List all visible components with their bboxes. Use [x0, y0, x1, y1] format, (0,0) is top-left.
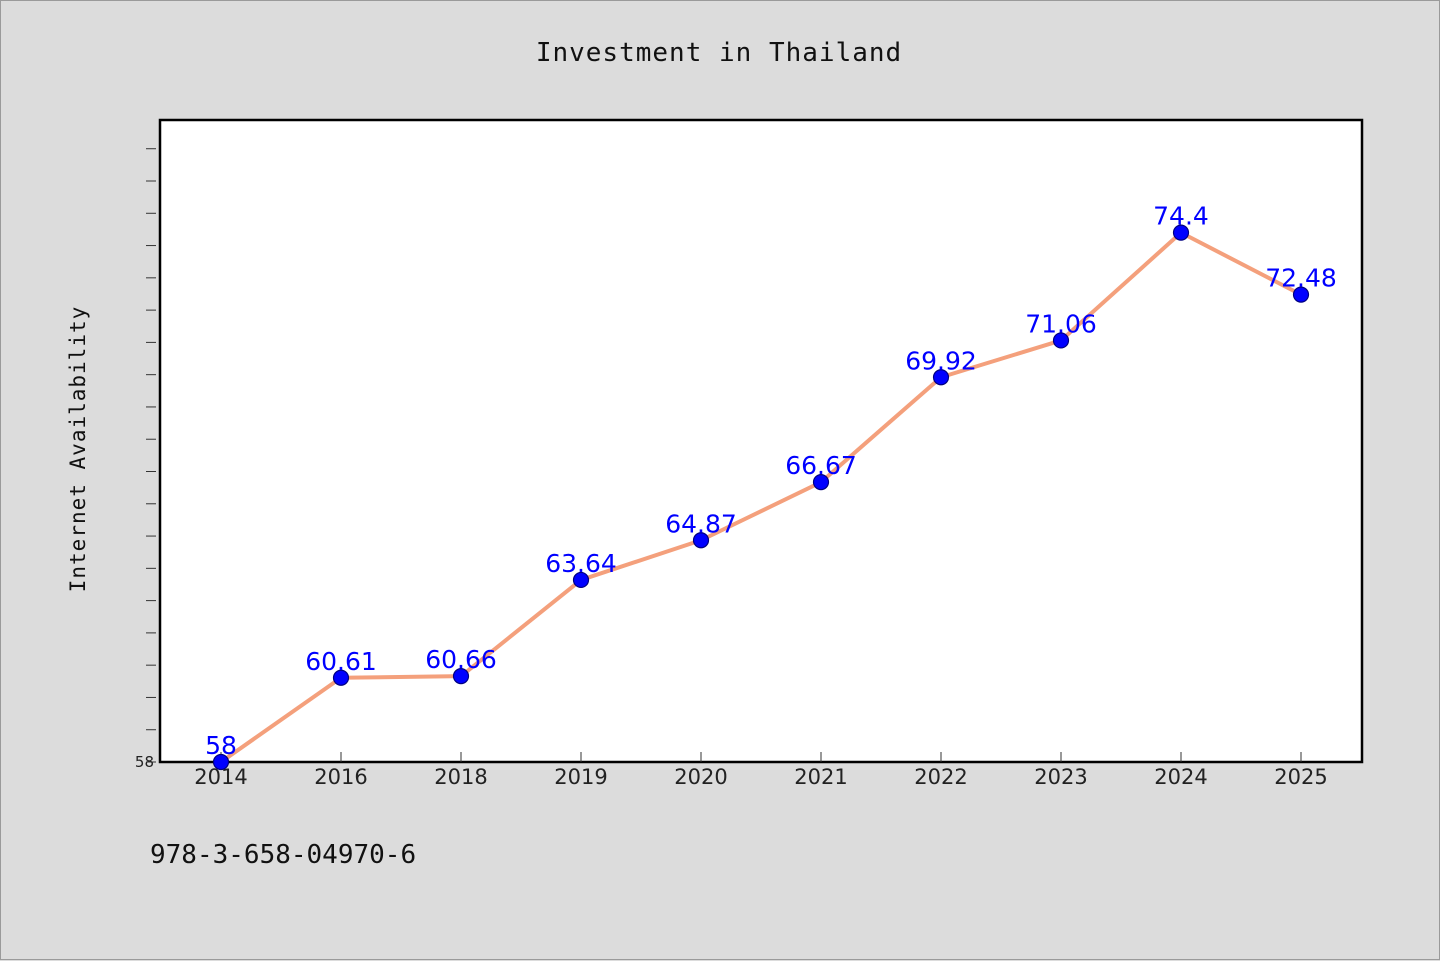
data-label: 60.61: [305, 647, 377, 676]
data-point: [1292, 286, 1310, 303]
x-tick-label: 2022: [914, 765, 967, 789]
y-axis-label: Internet Availability: [66, 306, 90, 593]
data-point: [932, 369, 950, 386]
data-label: 69.92: [905, 346, 977, 375]
data-point: [572, 571, 590, 589]
x-tick-label: 2020: [674, 765, 727, 789]
data-label: 58: [205, 731, 237, 760]
chart-title: Investment in Thailand: [536, 38, 902, 68]
data-labels: 58 60.61 60.66 63.64 64.87 66.67 69.92 71.06 74.…: [205, 202, 1337, 760]
y-axis-ticks: 58: [135, 148, 156, 771]
x-tick-label: 2021: [794, 765, 847, 789]
data-label: 66.67: [785, 451, 857, 480]
data-label: 60.66: [425, 645, 497, 674]
data-point: [692, 532, 710, 549]
data-point: [812, 474, 830, 491]
x-tick-label: 2024: [1154, 765, 1207, 789]
data-label: 64.87: [665, 509, 737, 538]
data-label: 71.06: [1025, 309, 1097, 338]
series-line-group: [219, 230, 1302, 764]
x-tick-label: 2016: [314, 765, 367, 789]
data-point: [212, 753, 230, 771]
isbn-footer: 978-3-658-04970-6: [150, 840, 416, 870]
data-label: 72.48: [1265, 264, 1337, 293]
x-tick-label: 2025: [1274, 765, 1327, 789]
series-line: [219, 230, 1302, 764]
data-point: [1052, 332, 1070, 349]
data-label: 74.4: [1153, 202, 1209, 231]
data-label: 63.64: [545, 549, 617, 578]
y-tick-label: 58: [135, 753, 154, 771]
x-tick-label: 2023: [1034, 765, 1087, 789]
data-point: [332, 669, 350, 686]
data-point: [452, 668, 470, 685]
x-tick-label: 2019: [554, 765, 607, 789]
plot-area: [158, 118, 1364, 764]
data-point: [1172, 224, 1190, 241]
data-markers: [212, 224, 1310, 771]
x-axis-ticks: 2014 2016 2018 2019 2020 2021 2022 2023 2024 2025: [194, 752, 1328, 789]
x-tick-label: 2018: [434, 765, 487, 789]
